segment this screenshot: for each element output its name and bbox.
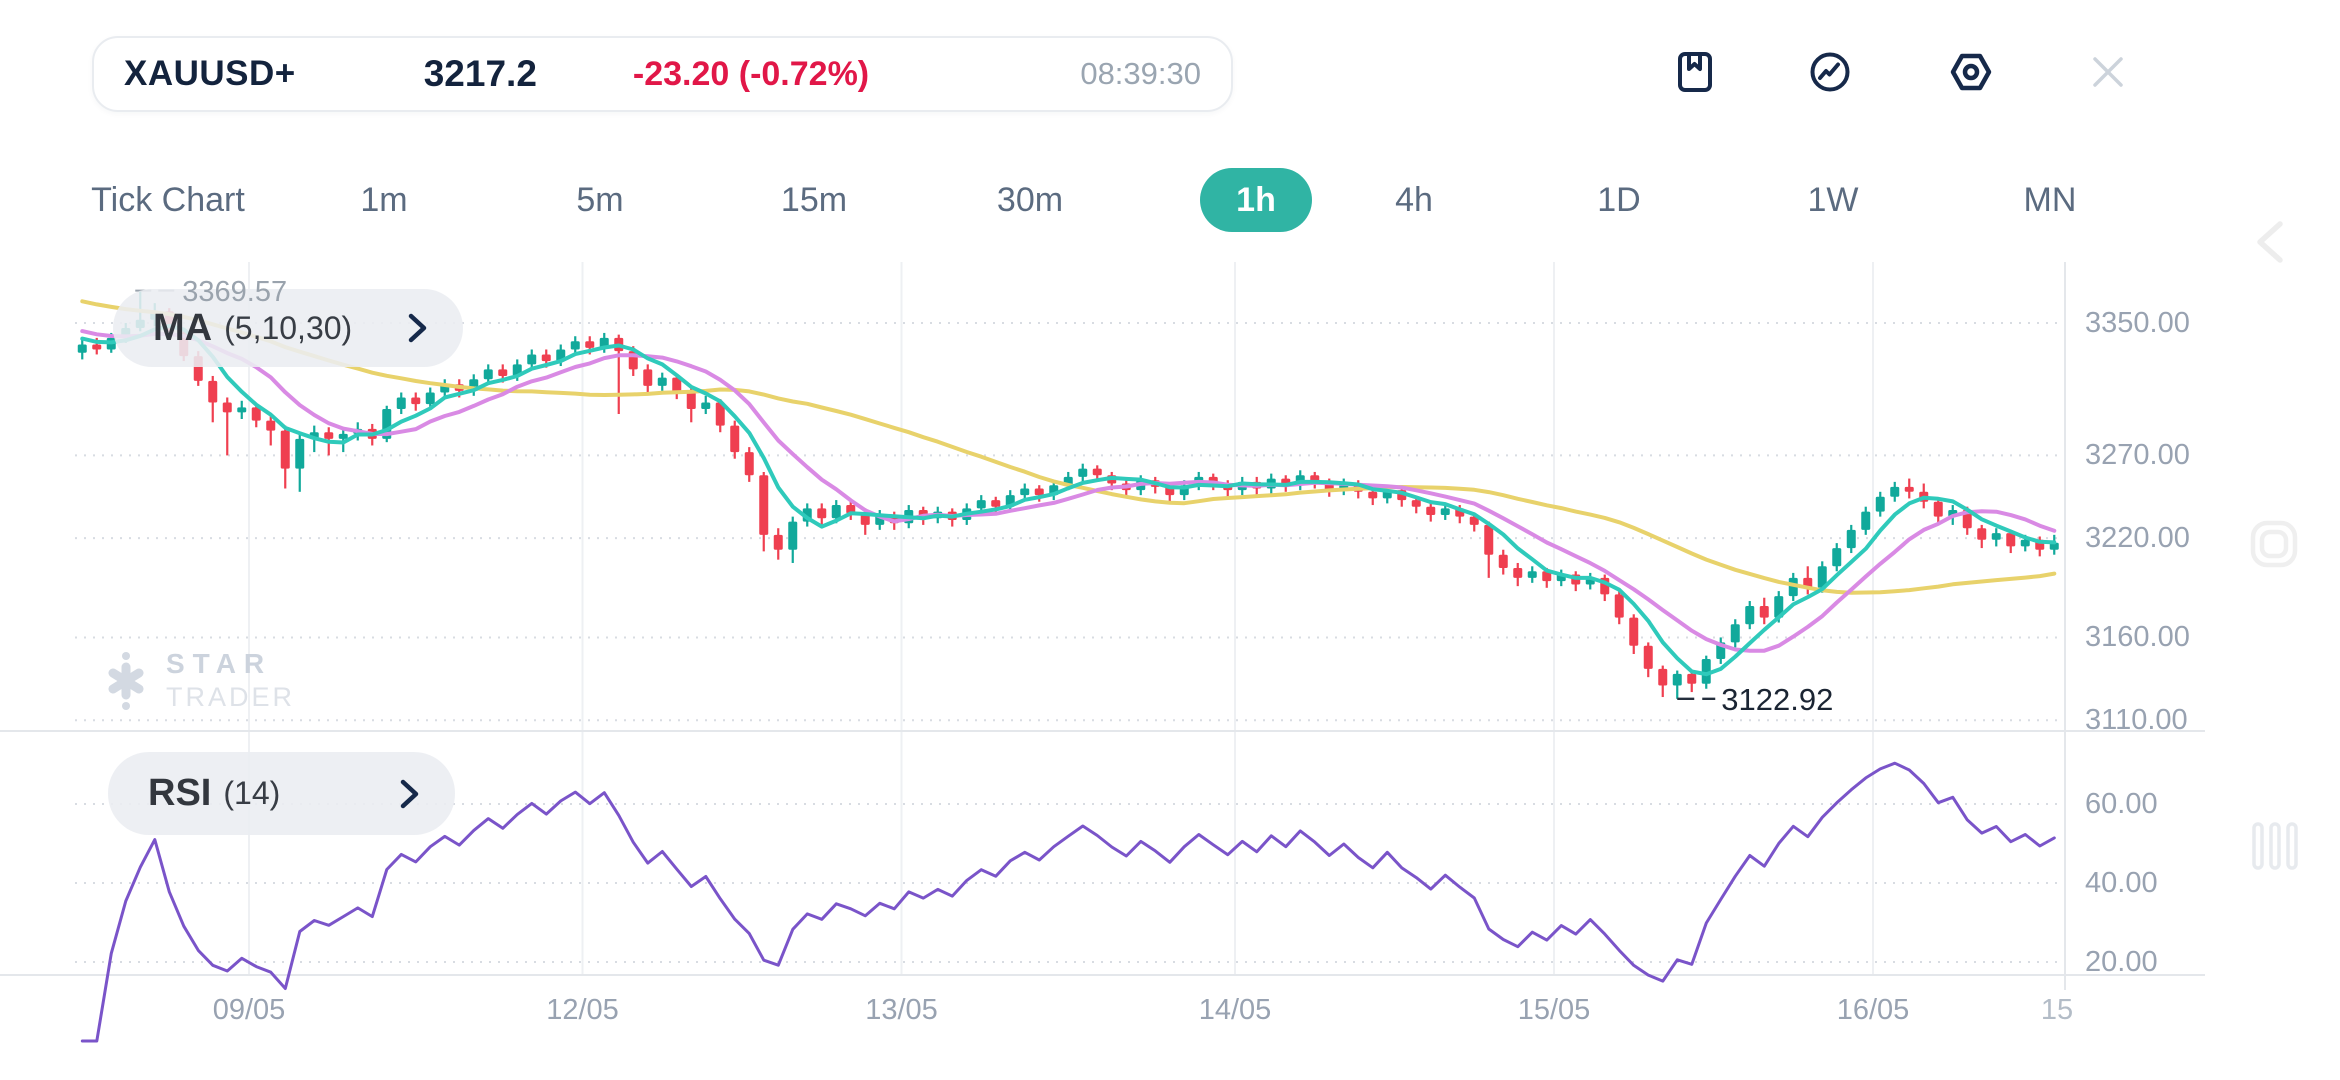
rsi-indicator-pill[interactable]: RSI (14): [108, 752, 455, 835]
rsi-indicator-params: (14): [223, 775, 281, 811]
rsi-indicator-title: RSI: [148, 772, 212, 814]
date-axis-partial-label: 15: [2040, 994, 2074, 1026]
symbol-name: XAUUSD+: [124, 54, 296, 93]
drag-handle-grip-icon[interactable]: [2252, 822, 2298, 870]
timeframe-tab-tick-chart[interactable]: Tick Chart: [91, 181, 245, 219]
timeframe-tab-4h[interactable]: 4h: [1395, 181, 1433, 219]
date-axis-label: 12/05: [546, 994, 619, 1026]
indicator-trend-icon[interactable]: [1806, 48, 1854, 96]
price-axis-label: 3350.00: [2085, 307, 2190, 339]
price-axis-label: 3160.00: [2085, 621, 2190, 654]
settings-icon[interactable]: [1947, 48, 1995, 96]
timeframe-tab-30m[interactable]: 30m: [996, 181, 1064, 219]
price-axis-label: 3270.00: [2085, 439, 2190, 472]
chevron-right-icon: [400, 779, 419, 808]
timeframe-tab-5m[interactable]: 5m: [576, 181, 624, 219]
date-axis-label: 13/05: [865, 994, 938, 1026]
timeframe-tab-1m[interactable]: 1m: [360, 181, 408, 219]
price-axis-label: 3110.00: [2085, 704, 2188, 737]
timeframe-tab-1d[interactable]: 1D: [1597, 181, 1641, 219]
timeframe-bar: Tick Chart 1m 5m 15m 30m 1h 4h 1D 1W MN: [0, 168, 2340, 232]
date-axis-label: 16/05: [1836, 994, 1910, 1026]
session-high-label: 3369.57: [182, 275, 288, 308]
timeframe-tab-15m[interactable]: 15m: [780, 181, 848, 219]
last-price: 3217.2: [423, 53, 537, 94]
rsi-axis-label: 60.00: [2085, 788, 2158, 820]
symbol-header-card[interactable]: XAUUSD+ 3217.2 -23.20 (-0.72%) 08:39:30: [92, 36, 1233, 112]
timeframe-tab-1w[interactable]: 1W: [1807, 181, 1859, 219]
date-axis-label: 15/05: [1517, 994, 1591, 1026]
session-low-label: 3122.92: [1721, 681, 1834, 717]
rsi-axis-label: 40.00: [2085, 867, 2158, 899]
ma-indicator-title: MA: [153, 306, 213, 349]
timeframe-tab-mn[interactable]: MN: [2023, 181, 2077, 219]
price-axis-label: 3220.00: [2085, 522, 2190, 555]
rsi-axis-label: 20.00: [2085, 946, 2158, 978]
ma-indicator-pill[interactable]: MA (5,10,30): [113, 289, 463, 367]
date-axis-label: 09/05: [212, 994, 286, 1026]
ma-indicator-params: (5,10,30): [224, 309, 353, 346]
price-change: -23.20 (-0.72%): [632, 54, 870, 93]
bookmark-icon[interactable]: [1671, 48, 1719, 96]
collapse-panel-chevron-left-icon[interactable]: [2250, 218, 2294, 266]
close-icon[interactable]: [2084, 48, 2132, 96]
timeframe-tab-1h[interactable]: 1h: [1200, 168, 1312, 232]
object-tool-icon[interactable]: [2248, 518, 2300, 570]
server-time: 08:39:30: [1080, 56, 1201, 91]
chevron-right-icon: [408, 313, 427, 343]
date-axis-label: 14/05: [1198, 994, 1272, 1026]
